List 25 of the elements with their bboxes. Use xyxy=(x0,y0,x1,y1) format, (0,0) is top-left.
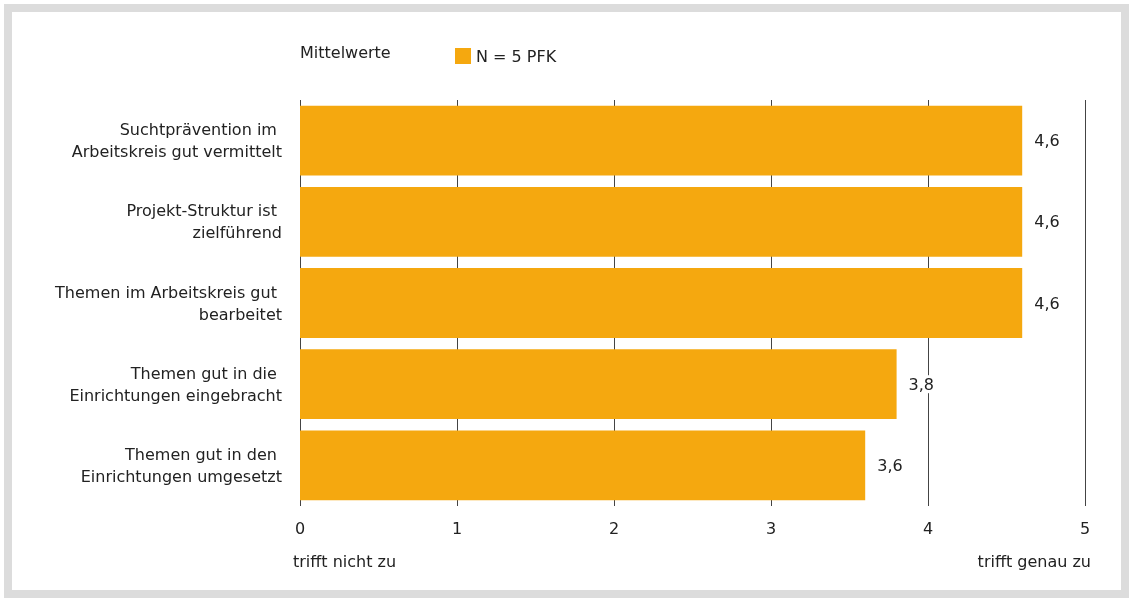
bar xyxy=(300,268,1023,338)
y-tick-label: Themen im Arbeitskreis gut bearbeitet xyxy=(54,282,282,324)
x-tick-label: 5 xyxy=(1079,518,1091,538)
bar xyxy=(300,430,866,501)
y-tick-label: Projekt-Struktur ist zielführend xyxy=(126,201,282,243)
bar xyxy=(300,105,1023,176)
data-label: 4,6 xyxy=(1034,212,1060,232)
data-label: 4,6 xyxy=(1034,131,1060,151)
bar xyxy=(300,349,897,420)
x-tick-label: 2 xyxy=(608,518,620,538)
legend-label: N = 5 PFK xyxy=(476,46,557,66)
y-tick-label: Themen gut in den Einrichtungen umgesetzt xyxy=(80,444,282,486)
data-label: 3,8 xyxy=(908,374,935,394)
x-tick-label: 0 xyxy=(294,518,306,538)
y-tick-label: Suchtprävention im Arbeitskreis gut vermittelt xyxy=(71,120,282,162)
text: trifft nicht zu xyxy=(293,551,397,571)
legend-title: Mittelwerte xyxy=(300,42,391,62)
x-tick-label: 3 xyxy=(765,518,777,538)
text: trifft genau zu xyxy=(977,551,1091,571)
data-label: 4,6 xyxy=(1034,293,1060,313)
x-tick-label: 4 xyxy=(922,518,934,538)
bar xyxy=(300,186,1023,257)
y-tick-label: Themen gut in die Einrichtungen eingebracht xyxy=(69,363,282,405)
x-tick-label: 1 xyxy=(451,518,463,538)
data-label: 3,6 xyxy=(877,455,903,475)
